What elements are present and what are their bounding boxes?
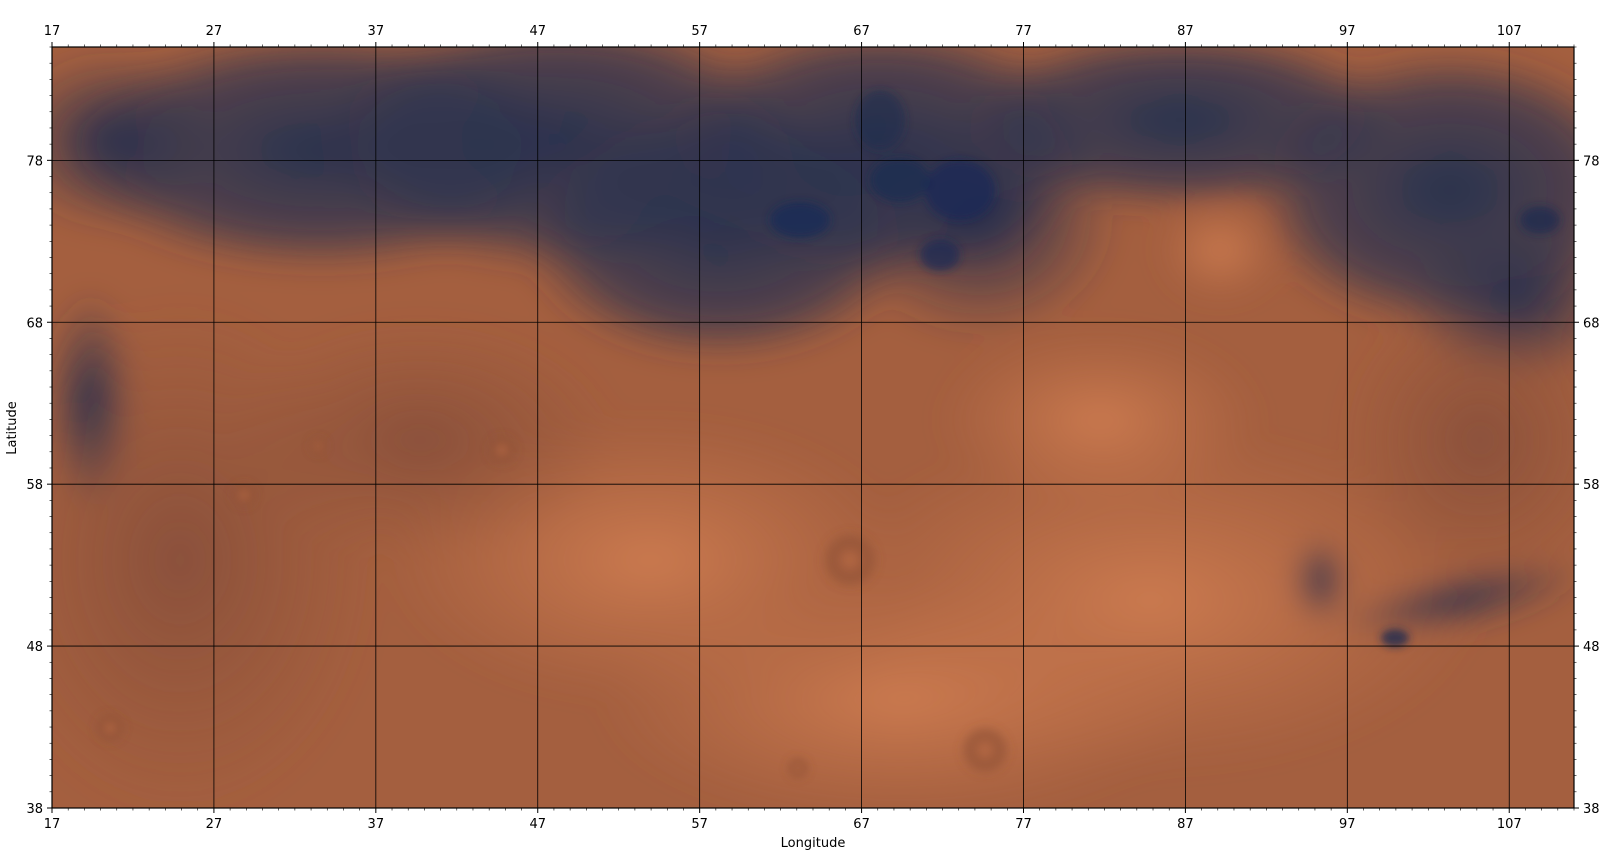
y-tick-label-right: 48	[1583, 640, 1600, 655]
x-tick-label-top: 77	[1015, 24, 1032, 39]
y-axis-label: Latitude	[5, 401, 20, 455]
x-tick-label-top: 37	[368, 24, 385, 39]
x-tick-label-top: 17	[44, 24, 61, 39]
x-tick-label-top: 57	[691, 24, 708, 39]
mars-surface-image	[52, 47, 1574, 808]
x-tick-label-top: 107	[1497, 24, 1522, 39]
x-tick-label-bottom: 17	[44, 817, 61, 832]
y-tick-label-right: 78	[1583, 154, 1600, 169]
x-tick-label-bottom: 67	[853, 817, 870, 832]
x-tick-label-bottom: 27	[206, 817, 223, 832]
x-tick-label-bottom: 47	[529, 817, 546, 832]
x-tick-label-bottom: 77	[1015, 817, 1032, 832]
x-tick-label-top: 97	[1339, 24, 1356, 39]
axis-tick-labels: 17 17 27 27 37 37 47 47 57 57 67 67 77 77 87 87 97 97 107 1…	[26, 24, 1599, 832]
x-axis-label: Longitude	[781, 836, 846, 851]
y-tick-label-right: 38	[1583, 802, 1600, 817]
y-tick-label-left: 78	[26, 154, 43, 169]
graticule	[52, 47, 1574, 808]
x-tick-label-top: 27	[206, 24, 223, 39]
x-tick-label-bottom: 97	[1339, 817, 1356, 832]
axis-ticks	[47, 42, 1579, 813]
x-tick-label-bottom: 87	[1177, 817, 1194, 832]
y-tick-label-left: 68	[26, 316, 43, 331]
x-tick-label-bottom: 107	[1497, 817, 1522, 832]
x-tick-label-top: 67	[853, 24, 870, 39]
y-tick-label-left: 58	[26, 478, 43, 493]
x-tick-label-top: 47	[529, 24, 546, 39]
x-tick-label-bottom: 37	[368, 817, 385, 832]
y-tick-label-right: 68	[1583, 316, 1600, 331]
y-tick-label-right: 58	[1583, 478, 1600, 493]
x-tick-label-bottom: 57	[691, 817, 708, 832]
x-tick-label-top: 87	[1177, 24, 1194, 39]
y-tick-label-left: 38	[26, 802, 43, 817]
y-tick-label-left: 48	[26, 640, 43, 655]
